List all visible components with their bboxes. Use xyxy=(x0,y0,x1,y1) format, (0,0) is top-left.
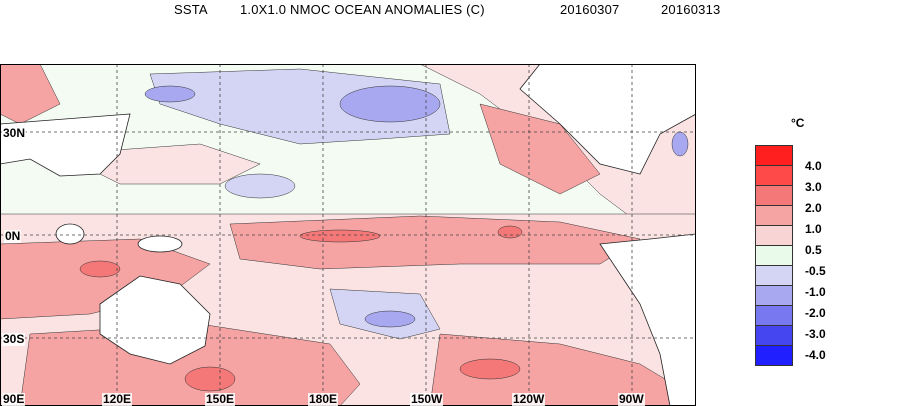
landmass xyxy=(0,64,696,406)
legend-tick: 2.0 xyxy=(805,201,822,215)
lon-label-150w: 150W xyxy=(410,392,444,406)
legend-swatch xyxy=(755,265,793,286)
lon-label-150e: 150E xyxy=(205,392,236,406)
legend-swatch xyxy=(755,345,793,366)
lon-label-180e: 180E xyxy=(308,392,339,406)
legend-tick: 4.0 xyxy=(805,159,822,173)
title-end-date: 20160313 xyxy=(661,2,721,17)
title-description: 1.0X1.0 NMOC OCEAN ANOMALIES (C) xyxy=(240,2,485,17)
legend-tick: 1.0 xyxy=(805,222,822,236)
lon-label-120e: 120E xyxy=(102,392,133,406)
legend-tick: -0.5 xyxy=(805,264,826,278)
lat-label-30s: 30S xyxy=(2,332,26,346)
anomaly-map: 30N 0N 30S 90E 120E 150E 180E 150W 120W … xyxy=(0,64,696,406)
legend-tick: -3.0 xyxy=(805,327,826,341)
legend-swatch xyxy=(755,185,793,206)
lon-label-120w: 120W xyxy=(512,392,546,406)
legend-swatch xyxy=(755,145,793,166)
legend-swatch xyxy=(755,205,793,226)
legend-tick: 0.5 xyxy=(805,243,822,257)
lon-label-90w: 90W xyxy=(618,392,645,406)
map-title: SSTA 1.0X1.0 NMOC OCEAN ANOMALIES (C) 20… xyxy=(0,0,900,24)
lon-label-90e: 90E xyxy=(2,392,26,406)
legend-tick: -1.0 xyxy=(805,285,826,299)
anomaly-fill-strong-warm xyxy=(79,225,523,392)
legend-tick: 3.0 xyxy=(805,180,822,194)
legend-swatch xyxy=(755,225,793,246)
anomaly-fill-warm xyxy=(0,64,691,406)
legend-swatch xyxy=(755,285,793,306)
legend-swatches xyxy=(755,145,793,366)
legend-tick: -4.0 xyxy=(805,348,826,362)
color-legend: °C 4.0 3.0 2.0 1.0 0.5 -0.5 -1.0 -2.0 -3… xyxy=(755,116,826,366)
lat-label-0n: 0N xyxy=(4,229,22,243)
legend-tick: -2.0 xyxy=(805,306,826,320)
graticule xyxy=(0,64,696,406)
legend-swatch xyxy=(755,325,793,346)
legend-swatch xyxy=(755,305,793,326)
title-field: SSTA xyxy=(174,2,208,17)
lat-label-30n: 30N xyxy=(2,126,27,140)
legend-unit: °C xyxy=(791,116,805,130)
legend-swatch xyxy=(755,245,793,266)
legend-swatch xyxy=(755,165,793,186)
anomaly-fill-strong-cool xyxy=(144,85,689,328)
title-start-date: 20160307 xyxy=(560,2,620,17)
